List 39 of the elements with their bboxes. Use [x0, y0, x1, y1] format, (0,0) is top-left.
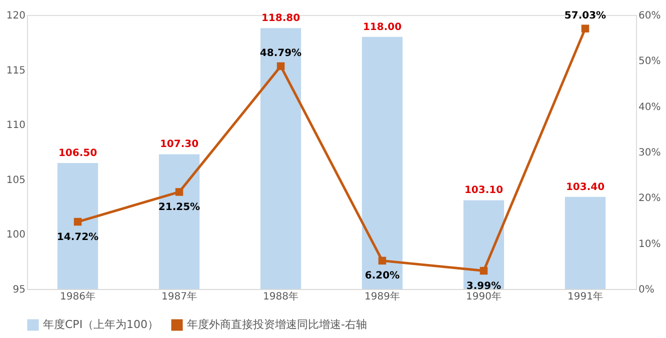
y2-tick-label: 20% — [638, 193, 661, 204]
y-tick-label: 100 — [6, 230, 26, 241]
data-label: 118.00 — [362, 22, 402, 33]
point — [175, 188, 184, 196]
data-label: 103.10 — [464, 185, 504, 196]
data-label: 57.03% — [564, 10, 606, 22]
y-tick-label: 120 — [6, 10, 26, 22]
y-tick-label: 105 — [6, 174, 26, 186]
y2-tick-label: 30% — [638, 148, 661, 158]
x-tick-label: 1986年 — [60, 290, 96, 302]
y2-tick-label: 60% — [638, 10, 661, 22]
x-tick-label: 1987年 — [162, 290, 197, 302]
x-tick-label: 1989年 — [364, 290, 400, 302]
y-tick-label: 95 — [12, 284, 26, 296]
data-label: 3.99% — [466, 280, 502, 292]
data-label: 118.80 — [261, 13, 300, 24]
y2-tick-label: 10% — [638, 238, 661, 250]
y-tick-label: 110 — [6, 120, 26, 132]
legend-label: 年度CPI（上年为100） — [43, 318, 159, 331]
x-tick-label: 1988年 — [263, 290, 298, 302]
data-label: 14.72% — [56, 232, 99, 243]
y2-tick-label: 40% — [638, 102, 661, 113]
data-label: 21.25% — [158, 202, 200, 213]
y2-tick-label: 0% — [638, 284, 654, 296]
y-tick-label: 115 — [6, 65, 26, 76]
point — [276, 62, 285, 70]
point — [581, 24, 590, 32]
x-tick-label: 1990年 — [466, 290, 502, 302]
point — [378, 256, 386, 265]
data-label: 6.20% — [364, 270, 400, 282]
y2-tick-label: 50% — [638, 56, 661, 68]
point — [74, 218, 82, 226]
x-tick-label: 1991年 — [568, 290, 603, 302]
legend-label: 年度外商直接投资增速同比增速-右轴 — [187, 318, 367, 331]
point — [480, 266, 488, 275]
data-label: 106.50 — [58, 148, 98, 159]
data-label: 107.30 — [160, 139, 199, 150]
data-label: 48.79% — [260, 48, 302, 60]
data-label: 103.40 — [566, 182, 605, 193]
